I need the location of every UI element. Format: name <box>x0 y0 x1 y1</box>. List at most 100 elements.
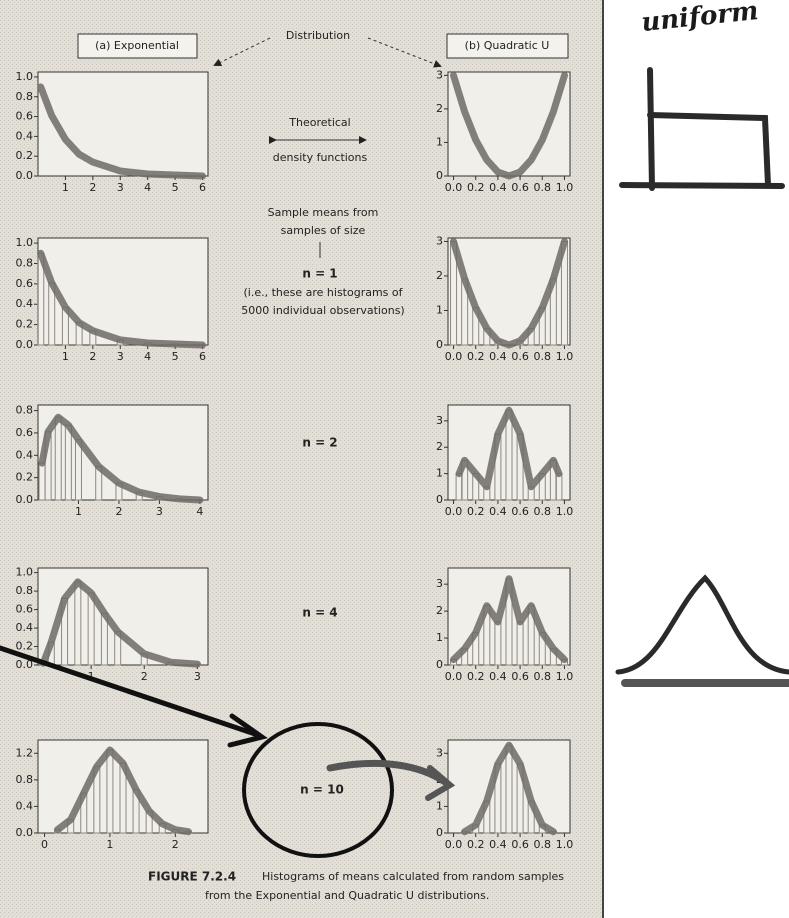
x-tick-label: 2 <box>115 505 122 518</box>
y-tick-label: 1.0 <box>16 566 34 579</box>
x-tick-label: 0.2 <box>467 838 485 851</box>
n-label: n = 2 <box>302 436 337 450</box>
y-tick-label: 2 <box>436 269 443 282</box>
x-tick-label: 0.4 <box>489 181 507 194</box>
x-tick-label: 3 <box>156 505 163 518</box>
handwritten-note: uniform <box>640 0 760 38</box>
x-tick-label: 3 <box>194 670 201 683</box>
x-tick-label: 1 <box>62 181 69 194</box>
y-tick-label: 0.4 <box>16 297 34 310</box>
panel-title: (a) Exponential <box>95 39 179 52</box>
y-tick-label: 0.2 <box>16 318 34 331</box>
x-tick-label: 2 <box>172 838 179 851</box>
note: Sample means from <box>268 206 379 219</box>
x-tick-label: 0.6 <box>511 181 529 194</box>
y-tick-label: 0.0 <box>16 826 34 839</box>
y-tick-label: 0.2 <box>16 149 34 162</box>
x-tick-label: 1.0 <box>556 670 574 683</box>
y-tick-label: 3 <box>436 234 443 247</box>
note: 5000 individual observations) <box>241 304 404 317</box>
y-tick-label: 0.2 <box>16 640 34 653</box>
x-tick-label: 0.4 <box>489 350 507 363</box>
note: samples of size <box>281 224 366 237</box>
y-tick-label: 0 <box>436 826 443 839</box>
x-tick-label: 0.6 <box>511 505 529 518</box>
x-tick-label: 0.0 <box>445 181 463 194</box>
y-tick-label: 0 <box>436 169 443 182</box>
x-tick-label: 0.6 <box>511 350 529 363</box>
plot-area <box>38 568 208 665</box>
x-tick-label: 6 <box>199 350 206 363</box>
y-tick-label: 0.2 <box>16 471 34 484</box>
y-tick-label: 0 <box>436 658 443 671</box>
x-tick-label: 0.0 <box>445 350 463 363</box>
x-tick-label: 0 <box>41 838 48 851</box>
y-tick-label: 0.8 <box>16 404 34 417</box>
x-tick-label: 3 <box>117 181 124 194</box>
y-tick-label: 0.8 <box>16 773 34 786</box>
distribution-label: Distribution <box>286 29 350 42</box>
plot-area <box>38 740 208 833</box>
plot-area <box>448 405 570 500</box>
x-tick-label: 1 <box>106 838 113 851</box>
panel-title: (b) Quadratic U <box>465 39 550 52</box>
note: density functions <box>273 151 368 164</box>
x-tick-label: 1 <box>62 350 69 363</box>
x-tick-label: 0.2 <box>467 505 485 518</box>
plot-area <box>448 740 570 833</box>
y-tick-label: 2 <box>436 102 443 115</box>
y-tick-label: 1.0 <box>16 236 34 249</box>
x-tick-label: 4 <box>196 505 203 518</box>
n-label: n = 10 <box>300 783 344 797</box>
x-tick-label: 0.4 <box>489 838 507 851</box>
y-tick-label: 3 <box>436 414 443 427</box>
x-tick-label: 0.0 <box>445 838 463 851</box>
x-tick-label: 5 <box>172 181 179 194</box>
y-tick-label: 2 <box>436 604 443 617</box>
x-tick-label: 0.4 <box>489 670 507 683</box>
x-tick-label: 4 <box>144 181 151 194</box>
y-tick-label: 3 <box>436 577 443 590</box>
handwritten-uniform-sketch <box>622 70 782 188</box>
y-tick-label: 0.0 <box>16 169 34 182</box>
y-tick-label: 3 <box>436 746 443 759</box>
x-tick-label: 3 <box>117 350 124 363</box>
x-tick-label: 2 <box>89 350 96 363</box>
y-tick-label: 0.4 <box>16 129 34 142</box>
caption: Histograms of means calculated from rand… <box>262 870 564 883</box>
x-tick-label: 0.0 <box>445 670 463 683</box>
x-tick-label: 1.0 <box>556 350 574 363</box>
x-tick-label: 0.4 <box>489 505 507 518</box>
figure-number: FIGURE 7.2.4 <box>148 870 236 884</box>
y-tick-label: 2 <box>436 440 443 453</box>
plot-area <box>38 72 208 176</box>
y-tick-label: 1 <box>436 467 443 480</box>
y-tick-label: 0.8 <box>16 584 34 597</box>
y-tick-label: 0.6 <box>16 277 34 290</box>
x-tick-label: 0.0 <box>445 505 463 518</box>
y-tick-label: 0.6 <box>16 110 34 123</box>
x-tick-label: 0.8 <box>534 505 552 518</box>
handwritten-bell-sketch <box>618 578 789 683</box>
y-tick-label: 1 <box>436 303 443 316</box>
caption: from the Exponential and Quadratic U dis… <box>205 889 489 902</box>
y-tick-label: 0.6 <box>16 603 34 616</box>
n-label: n = 1 <box>302 267 337 281</box>
x-tick-label: 0.8 <box>534 350 552 363</box>
x-tick-label: 0.2 <box>467 181 485 194</box>
x-tick-label: 0.8 <box>534 838 552 851</box>
x-tick-label: 6 <box>199 181 206 194</box>
y-tick-label: 1 <box>436 135 443 148</box>
y-tick-label: 1.2 <box>16 746 34 759</box>
n-label: n = 4 <box>302 606 337 620</box>
x-tick-label: 1.0 <box>556 505 574 518</box>
x-tick-label: 2 <box>141 670 148 683</box>
note: (i.e., these are histograms of <box>243 286 403 299</box>
y-tick-label: 0.6 <box>16 426 34 439</box>
y-tick-label: 1 <box>436 631 443 644</box>
x-tick-label: 0.6 <box>511 838 529 851</box>
y-tick-label: 0.4 <box>16 448 34 461</box>
y-tick-label: 1 <box>436 799 443 812</box>
x-tick-label: 5 <box>172 350 179 363</box>
x-tick-label: 0.6 <box>511 670 529 683</box>
